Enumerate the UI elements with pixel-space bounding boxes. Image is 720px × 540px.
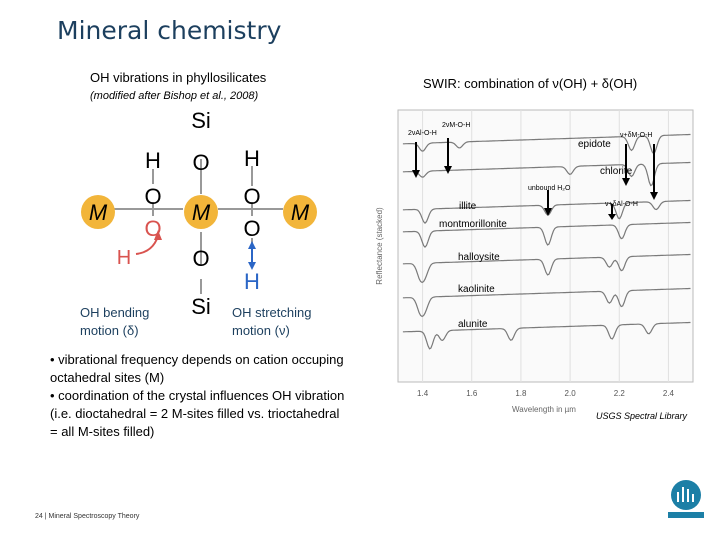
arrowhead — [412, 170, 420, 178]
slide-footer: 24 | Mineral Spectroscopy Theory — [35, 513, 140, 520]
series-label-kaolinite: kaolinite — [458, 284, 495, 295]
annotation-2v-m-o-h: 2νM-O-H — [442, 122, 471, 129]
spectrum-halloysite — [402, 253, 691, 284]
h-bending-label: H — [117, 247, 131, 269]
series-label-chlorite: chlorite — [600, 166, 633, 177]
x-tick-label: 2.2 — [614, 389, 626, 398]
o-bending-label: O — [144, 216, 161, 241]
annotation-unbound-water: unbound H₂O — [528, 185, 571, 192]
h-right-label: H — [244, 146, 260, 171]
swir-spectra-chart: 1.4 1.6 1.8 2.0 2.2 2.4 Reflectance (stacked)… — [375, 109, 694, 414]
stretching-motion-label: OH stretching motion (ν) — [232, 305, 312, 338]
arrowhead — [650, 192, 658, 200]
spectrum-alunite — [402, 321, 691, 350]
arrowhead — [622, 178, 630, 186]
m-center-label: M — [192, 200, 211, 225]
bullet-item: • coordination of the crystal influences… — [50, 388, 345, 439]
plot-area — [397, 109, 694, 383]
x-axis-label: Wavelength in µm — [512, 405, 576, 414]
annotation-v-d-al-o-h: ν+δAl-O-H — [605, 201, 638, 208]
o-left-label: O — [144, 184, 161, 209]
x-tick-label: 1.4 — [417, 389, 429, 398]
m-atom-center — [184, 195, 218, 229]
series-label-montmorillonite: montmorillonite — [439, 219, 507, 230]
csiro-logo-icon — [668, 480, 704, 518]
spectrum-illite — [402, 199, 691, 224]
o-bottom-label: O — [192, 246, 209, 271]
o-right-label: O — [243, 184, 260, 209]
x-tick-label: 2.0 — [565, 389, 577, 398]
si-top-label: Si — [191, 108, 211, 133]
arrowhead — [544, 208, 552, 216]
bullet-item: • vibrational frequency depends on catio… — [50, 352, 344, 385]
right-heading: SWIR: combination of ν(OH) + δ(OH) — [423, 76, 638, 91]
arrowhead — [608, 214, 616, 220]
arrowhead — [444, 166, 452, 174]
h-stretch-label: H — [244, 269, 260, 294]
oh-vibration-diagram: Si H H O O O O O M M M H O H Si — [81, 108, 317, 319]
left-subheading: (modified after Bishop et al., 2008) — [90, 90, 259, 102]
bending-arrowhead — [154, 230, 162, 240]
series-label-halloysite: halloysite — [458, 252, 500, 263]
h-left-label: H — [145, 148, 161, 173]
x-tick-label: 1.6 — [466, 389, 478, 398]
series-label-epidote: epidote — [578, 139, 611, 150]
x-tick-label: 2.4 — [663, 389, 675, 398]
series-label-alunite: alunite — [458, 319, 488, 330]
bending-motion-label: OH bending motion (δ) — [80, 305, 150, 338]
spectrum-kaolinite — [402, 287, 691, 318]
slide-title: Mineral chemistry — [57, 16, 282, 45]
stretching-arrowhead-down — [248, 262, 256, 270]
x-tick-label: 1.8 — [515, 389, 527, 398]
m-right-label: M — [291, 200, 310, 225]
spectrum-montmorillonite — [402, 221, 691, 249]
m-atom-right — [283, 195, 317, 229]
y-axis-label: Reflectance (stacked) — [375, 207, 384, 285]
spectrum-epidote — [402, 133, 691, 155]
annotation-2v-al-o-h: 2νAl-O-H — [408, 130, 437, 137]
m-atom-left — [81, 195, 115, 229]
annotation-v-d-m-o-h: ν+δM-O-H — [620, 132, 653, 139]
series-label-illite: illite — [459, 201, 477, 212]
left-heading: OH vibrations in phyllosilicates — [90, 70, 267, 85]
m-left-label: M — [89, 200, 108, 225]
stretching-arrowhead-up — [248, 241, 256, 249]
source-credit: USGS Spectral Library — [596, 411, 688, 421]
bullet-list: • vibrational frequency depends on catio… — [50, 351, 350, 441]
spectrum-chlorite — [402, 161, 691, 187]
o-stretch-label: O — [243, 216, 260, 241]
annotation-arrows — [412, 138, 658, 220]
si-bottom-label: Si — [191, 294, 211, 319]
o-top-label: O — [192, 150, 209, 175]
